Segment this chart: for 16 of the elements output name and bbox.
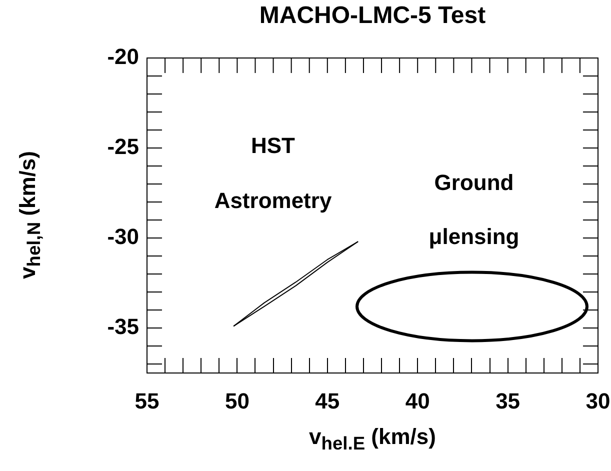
annotation: Ground: [434, 170, 514, 196]
y-tick-label: -35: [107, 314, 139, 340]
annotation: μlensing: [428, 224, 520, 250]
chart-title: MACHO-LMC-5 Test: [258, 2, 487, 30]
x-tick-label: 55: [134, 388, 160, 414]
annotation: Astrometry: [214, 188, 332, 214]
y-tick-label: -30: [107, 224, 139, 250]
y-tick-label: -20: [107, 44, 139, 70]
x-axis-title: v$_{hel.E}$ (km/s): [308, 424, 437, 454]
x-tick-label: 50: [224, 388, 250, 414]
x-tick-label: 45: [315, 388, 340, 414]
x-tick-label: 35: [496, 388, 520, 414]
x-tick-label: 30: [586, 388, 610, 414]
x-tick-label: 40: [405, 388, 430, 414]
y-tick-label: -25: [107, 134, 139, 160]
annotation: HST: [251, 133, 296, 158]
